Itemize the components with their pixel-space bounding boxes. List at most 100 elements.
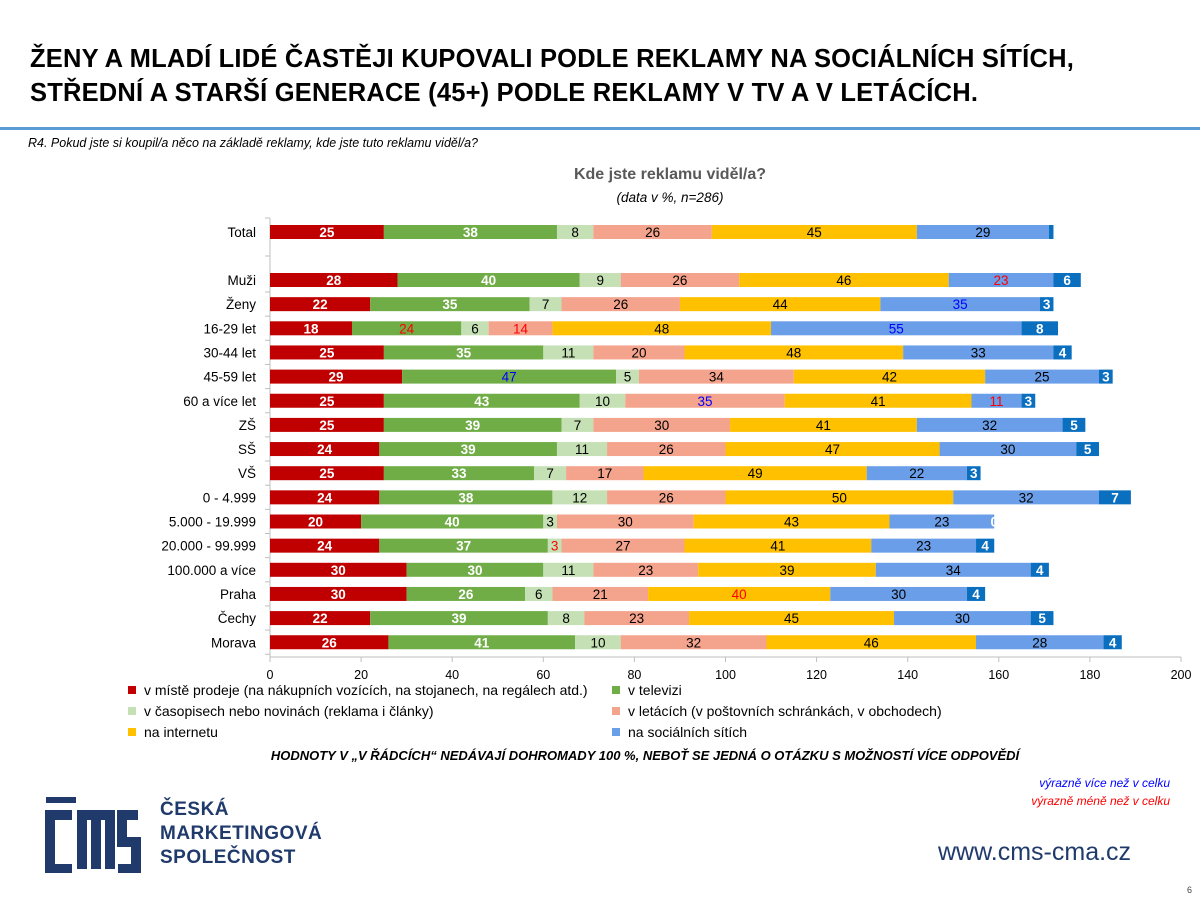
bar-segment: [593, 225, 712, 239]
bar-segment: [875, 562, 1031, 577]
data-label: 30: [467, 563, 482, 578]
data-label: 25: [319, 394, 335, 409]
legend-label: v televizi: [628, 682, 682, 698]
bar-segment: [1053, 345, 1072, 360]
data-label: 22: [909, 466, 924, 481]
data-label: 33: [452, 466, 468, 481]
data-label: 22: [313, 611, 328, 626]
data-label: 37: [456, 539, 471, 554]
data-label: 38: [463, 225, 479, 240]
data-label: 20: [308, 515, 323, 530]
bar-segment: [880, 297, 1040, 312]
bar-segment: [579, 393, 626, 408]
legend-swatch: [612, 728, 620, 736]
data-label: 26: [659, 490, 674, 505]
bar-segment: [488, 321, 553, 336]
category-label: 5.000 - 19.999: [169, 515, 256, 530]
category-label: 45-59 let: [203, 370, 256, 385]
data-label: 23: [934, 515, 949, 530]
company-name: ČESKÁ MARKETINGOVÁ SPOLEČNOST: [160, 798, 322, 870]
bar-segment: [379, 538, 548, 553]
bar-segment: [383, 225, 557, 239]
bar-segment: [903, 345, 1054, 360]
cms-logo-icon: [45, 797, 141, 873]
data-label: 28: [326, 273, 342, 288]
x-tick-label: 100: [715, 668, 736, 682]
data-label: 6: [471, 321, 479, 336]
bar-segment: [1030, 611, 1054, 626]
data-label: 10: [595, 394, 610, 409]
bar-segment: [985, 369, 1100, 384]
data-label: 10: [590, 635, 605, 650]
bar-segment: [370, 297, 530, 312]
company-name-line-2: MARKETINGOVÁ: [160, 823, 323, 844]
data-label: 30: [331, 587, 346, 602]
bar-segment: [270, 442, 380, 457]
data-label: 46: [864, 635, 879, 650]
data-label: 32: [686, 635, 701, 650]
x-tick-label: 20: [354, 668, 368, 682]
x-tick-label: 40: [445, 668, 459, 682]
data-label: 34: [946, 563, 962, 578]
category-label: Praha: [220, 587, 257, 602]
bar-segment: [916, 225, 1049, 239]
question-text: R4. Pokud jste si koupil/a něco na zákla…: [28, 136, 478, 150]
data-label: 41: [770, 539, 785, 554]
data-label: 25: [319, 345, 335, 360]
data-label: 11: [575, 442, 589, 457]
data-label: 41: [474, 635, 490, 650]
bar-segment: [684, 538, 872, 553]
bar-segment: [270, 635, 389, 650]
data-label: 24: [399, 321, 415, 336]
data-label: 18: [303, 321, 319, 336]
bar-segment: [620, 273, 740, 287]
bar-segment: [270, 514, 362, 529]
category-label: Morava: [211, 635, 257, 650]
legend-swatch: [612, 707, 620, 715]
bar-segment: [1039, 297, 1054, 312]
data-label: 30: [331, 563, 346, 578]
data-label: 20: [631, 345, 646, 360]
data-label: 7: [542, 297, 550, 312]
bar-segment: [566, 466, 644, 481]
data-label: 23: [629, 611, 644, 626]
data-label: 7: [574, 418, 582, 433]
data-label: 39: [779, 563, 794, 578]
data-label: 50: [832, 490, 847, 505]
data-label: 4: [1109, 635, 1117, 650]
data-label: 26: [458, 587, 474, 602]
bar-segment: [616, 369, 639, 384]
bar-segment: [406, 586, 526, 601]
bar-segment: [575, 635, 621, 650]
data-label: 30: [654, 418, 669, 433]
bar-segment: [552, 586, 649, 601]
data-label: 0: [990, 515, 998, 530]
x-tick-label: 120: [806, 668, 827, 682]
legend-item: v televizi: [612, 682, 682, 698]
bar-segment: [270, 297, 371, 312]
data-label: 14: [513, 321, 529, 336]
key-significantly-more: výrazně více než v celku: [1039, 776, 1170, 790]
bar-segment: [889, 514, 995, 529]
bar-segment: [552, 490, 608, 505]
bar-segment: [543, 562, 594, 577]
data-label: 39: [461, 442, 476, 457]
chart-title: Kde jste reklamu viděl/a?: [573, 166, 767, 183]
data-label: 6: [1063, 273, 1071, 288]
bar-segment: [397, 273, 580, 287]
bar-segment: [270, 369, 403, 384]
x-tick-label: 140: [897, 668, 918, 682]
bar-segment: [561, 297, 680, 312]
data-label: 32: [982, 418, 997, 433]
bar-segment: [561, 538, 685, 553]
data-label: 3: [1043, 297, 1051, 312]
data-label: 34: [709, 370, 725, 385]
bar-segment: [383, 345, 544, 360]
website-link[interactable]: www.cms-cma.cz: [938, 838, 1132, 866]
x-tick-label: 180: [1079, 668, 1100, 682]
bar-segment: [270, 417, 384, 432]
bar-segment: [971, 393, 1022, 408]
bar-segment: [556, 514, 694, 529]
